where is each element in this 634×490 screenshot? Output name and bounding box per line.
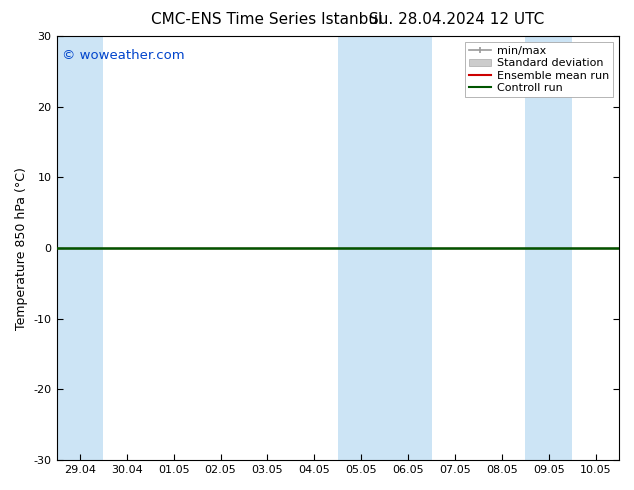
Bar — [56, 36, 103, 460]
Bar — [338, 36, 432, 460]
Text: CMC-ENS Time Series Istanbul: CMC-ENS Time Series Istanbul — [151, 12, 382, 27]
Bar — [525, 36, 572, 460]
Legend: min/max, Standard deviation, Ensemble mean run, Controll run: min/max, Standard deviation, Ensemble me… — [465, 42, 614, 97]
Text: © woweather.com: © woweather.com — [62, 49, 184, 62]
Y-axis label: Temperature 850 hPa (°C): Temperature 850 hPa (°C) — [15, 167, 28, 330]
Text: Su. 28.04.2024 12 UTC: Su. 28.04.2024 12 UTC — [369, 12, 544, 27]
